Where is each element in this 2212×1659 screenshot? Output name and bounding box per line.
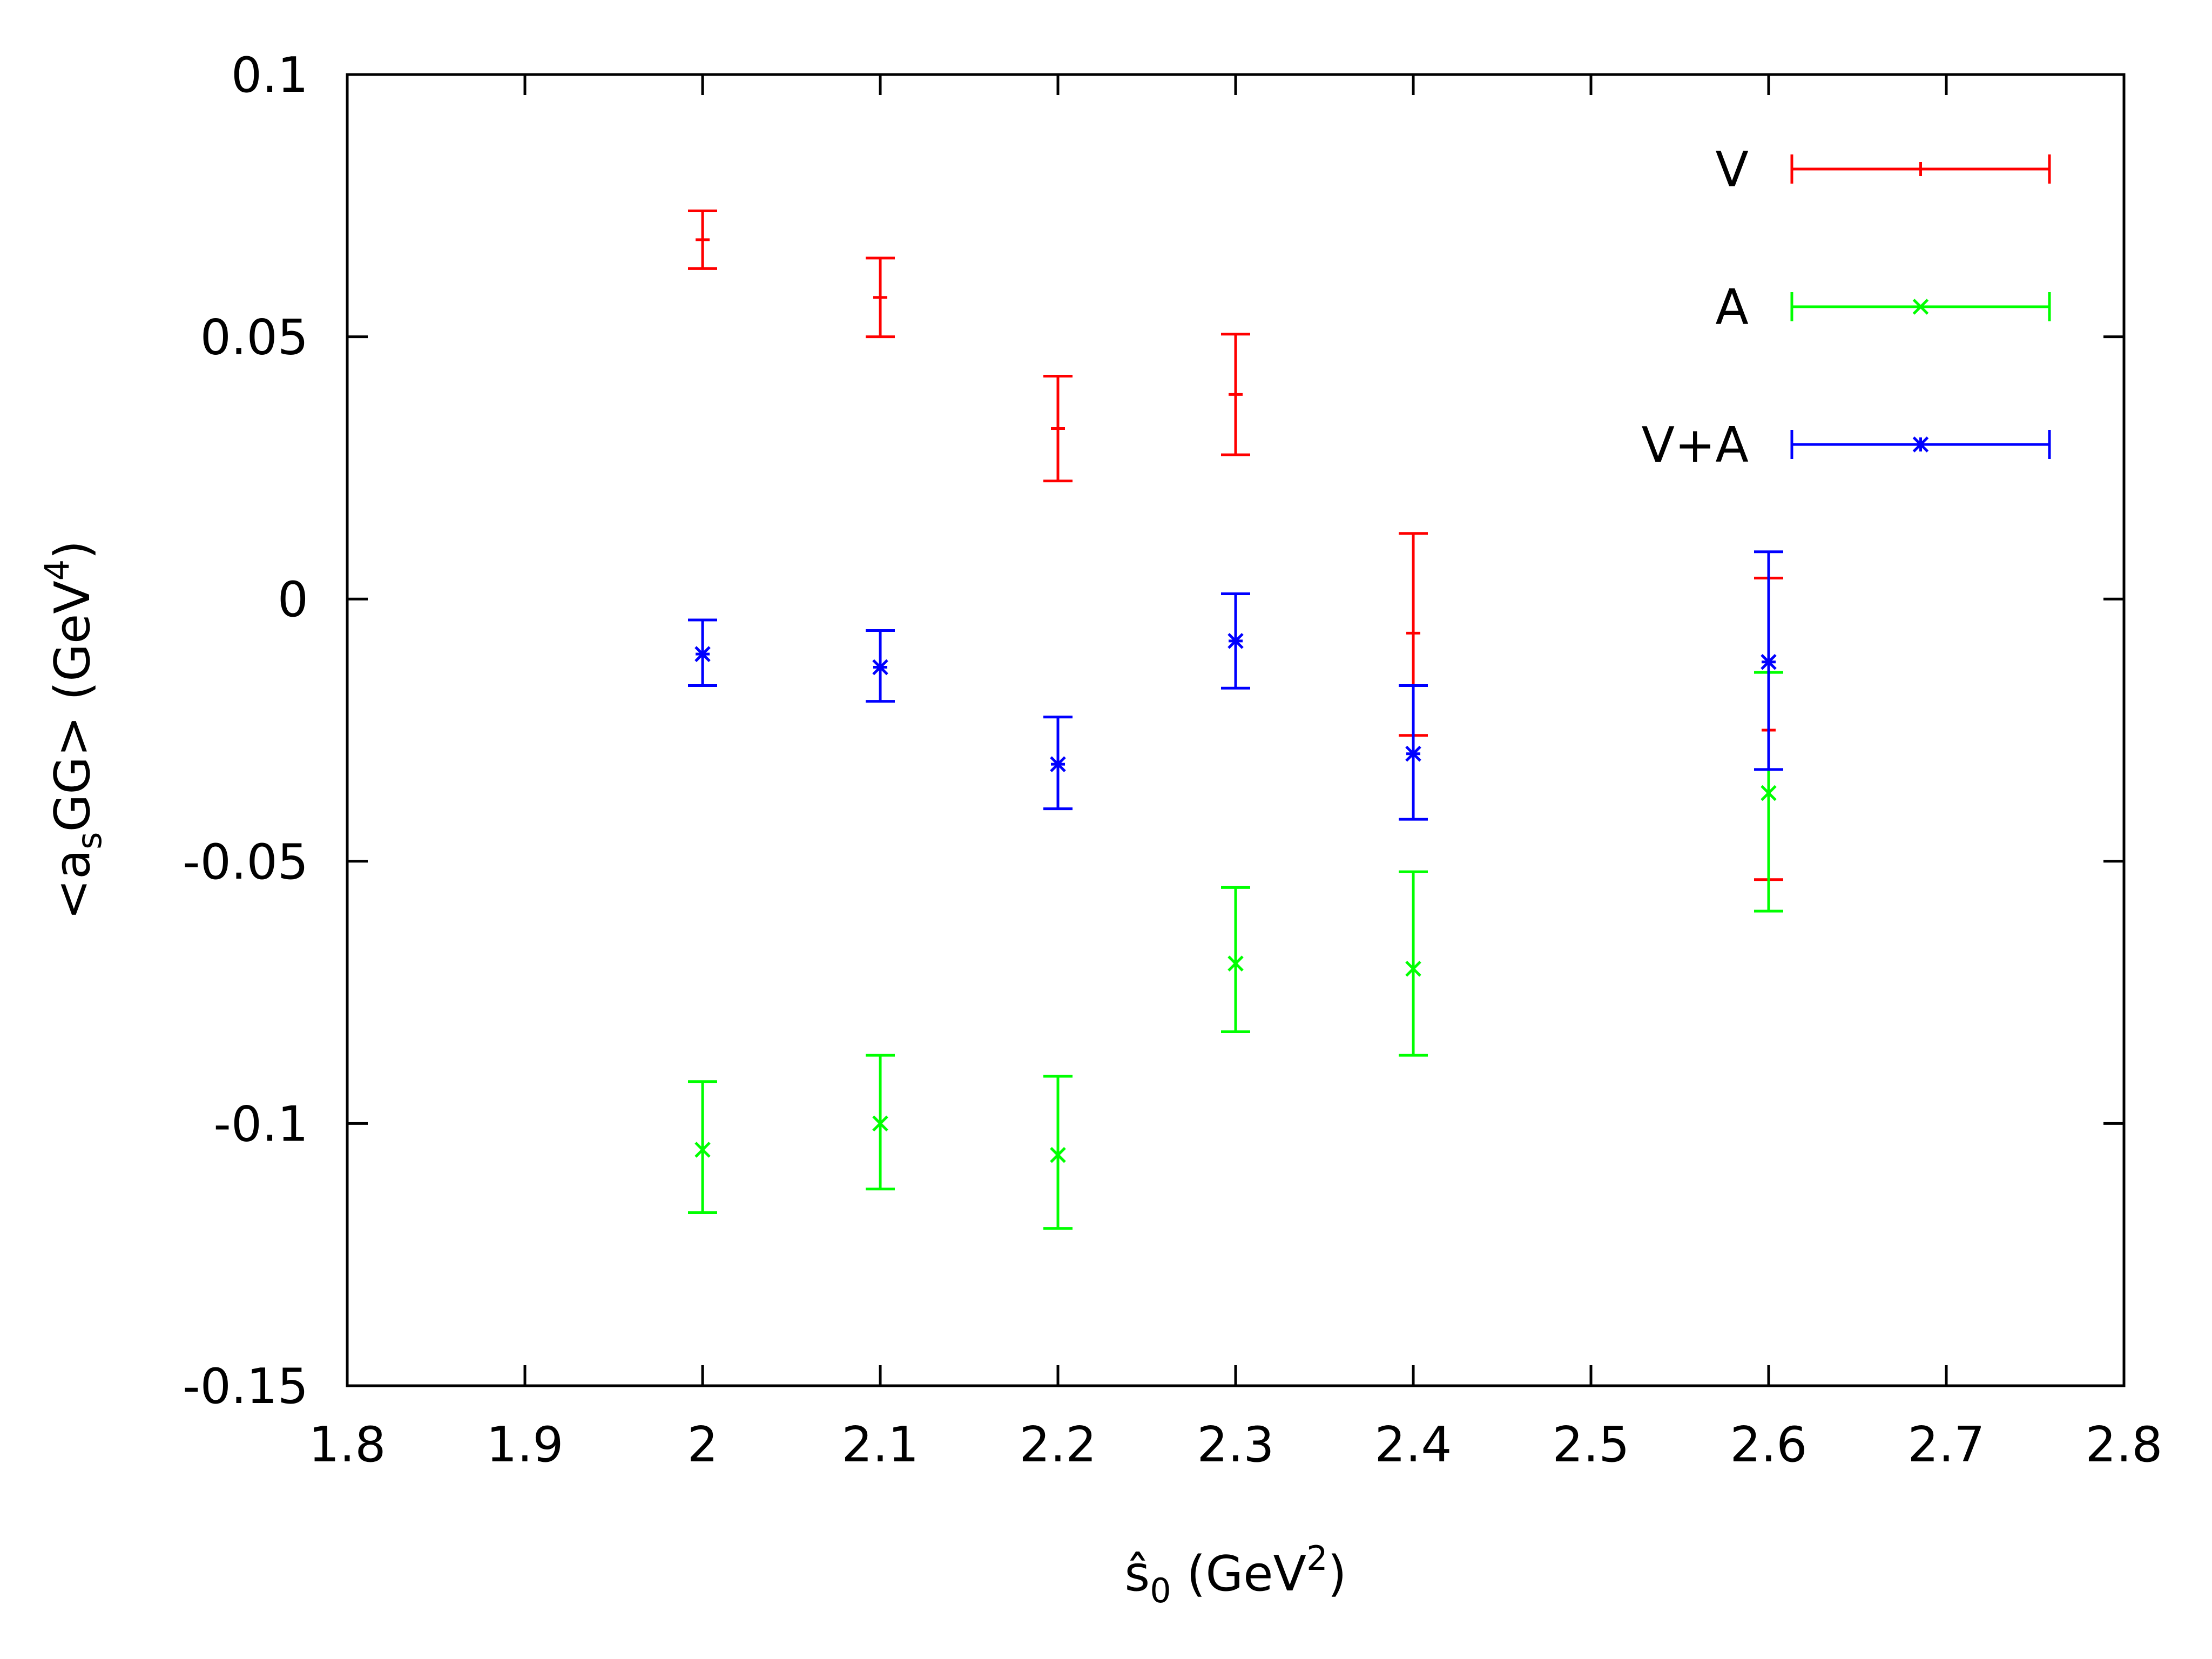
y-tick-label: 0.1 <box>231 47 308 104</box>
data-point-a <box>688 1080 717 1215</box>
point-marker <box>1229 387 1243 402</box>
point-marker <box>1405 961 1421 977</box>
x-tick-label: 2.5 <box>1552 1417 1629 1473</box>
legend-label: A <box>1715 279 1749 336</box>
point-marker <box>1228 955 1244 972</box>
legend-entry-a: A <box>1715 279 2051 336</box>
point-marker <box>1050 1147 1066 1163</box>
legend-entry-v-a: V+A <box>1641 417 2051 474</box>
data-point-v-a <box>1221 592 1250 690</box>
legend-marker <box>1913 162 1928 176</box>
point-marker-stroke <box>872 1115 888 1132</box>
point-marker-stroke <box>1405 961 1421 977</box>
legend-marker <box>1912 436 1929 453</box>
legend-marker-stroke <box>1912 436 1929 453</box>
axis-ticks <box>346 73 2126 1387</box>
legend-entry-v: V <box>1715 141 2051 198</box>
x-tick-label: 2.3 <box>1197 1417 1274 1473</box>
x-tick-label: 2.2 <box>1019 1417 1096 1473</box>
point-marker <box>696 232 710 247</box>
point-marker-stroke <box>1228 633 1244 649</box>
plot-frame <box>346 73 2126 1387</box>
series-v <box>688 210 1783 881</box>
y-tick-label: -0.1 <box>213 1096 308 1152</box>
point-marker-stroke <box>1050 756 1066 772</box>
y-tick-label: 0.05 <box>200 309 308 366</box>
point-marker <box>1228 633 1244 649</box>
x-tick-label: 2.4 <box>1374 1417 1452 1473</box>
point-marker <box>1761 653 1777 670</box>
y-tick-label: -0.05 <box>183 834 308 891</box>
data-point-v-a <box>1043 716 1073 811</box>
data-point-a <box>1043 1075 1073 1230</box>
point-marker <box>872 659 888 676</box>
point-marker-stroke <box>1228 955 1244 972</box>
point-marker-stroke <box>694 646 711 662</box>
point-marker <box>1051 421 1065 436</box>
data-point-v-a <box>1754 550 1783 771</box>
series-a <box>688 671 1783 1230</box>
y-tick-label: 0 <box>278 571 308 628</box>
data-point-v <box>688 210 717 270</box>
point-marker <box>1761 785 1777 801</box>
point-marker-stroke <box>1050 1147 1066 1163</box>
legend-label: V+A <box>1641 417 1749 474</box>
point-marker-stroke <box>1761 785 1777 801</box>
series-v-a <box>688 550 1783 821</box>
point-marker-stroke <box>1761 653 1777 670</box>
point-marker <box>872 1115 888 1132</box>
y-tick-label: -0.15 <box>183 1358 308 1415</box>
x-tick-label: 2.1 <box>841 1417 919 1473</box>
data-point-v <box>1043 374 1073 483</box>
legend: V A V+A <box>1641 141 2051 474</box>
x-tick-label: 2.7 <box>1907 1417 1985 1473</box>
series-layer <box>688 210 1783 1230</box>
data-point-v-a <box>866 629 895 703</box>
point-marker-stroke <box>1405 745 1421 762</box>
point-marker <box>1050 756 1066 772</box>
point-marker <box>694 1142 711 1158</box>
legend-marker <box>1912 299 1929 315</box>
data-point-a <box>1399 870 1428 1057</box>
point-marker-stroke <box>694 1142 711 1158</box>
y-axis-label: <asGG> (GeV4) <box>37 541 109 920</box>
x-axis-label: ŝ0 (GeV2) <box>1124 1539 1346 1610</box>
x-tick-labels: 1.8 1.9 2 2.1 2.2 2.3 2.4 2.5 2.6 2.7 2.8 <box>308 1417 2162 1473</box>
x-tick-label: 2.6 <box>1730 1417 1807 1473</box>
data-point-a <box>866 1054 895 1191</box>
point-marker <box>1405 745 1421 762</box>
x-tick-label: 2.8 <box>2085 1417 2162 1473</box>
x-tick-label: 1.9 <box>486 1417 563 1473</box>
y-tick-labels: -0.15 -0.1 -0.05 0 0.05 0.1 <box>183 47 308 1415</box>
point-marker <box>873 290 887 305</box>
point-marker <box>694 646 711 662</box>
x-tick-label: 1.8 <box>308 1417 386 1473</box>
x-tick-label: 2 <box>687 1417 718 1473</box>
data-point-v <box>866 257 895 339</box>
point-marker <box>1406 626 1420 640</box>
data-point-v-a <box>688 618 717 687</box>
legend-marker-stroke <box>1912 299 1929 315</box>
data-point-v-a <box>1399 684 1428 821</box>
data-point-a <box>1221 886 1250 1033</box>
legend-label: V <box>1715 141 1749 198</box>
data-point-v <box>1221 333 1250 456</box>
point-marker-stroke <box>872 659 888 676</box>
